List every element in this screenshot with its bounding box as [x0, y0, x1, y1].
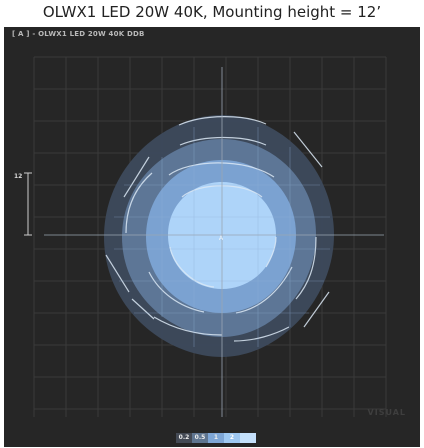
- panel-label: [ A ] - OLWX1 LED 20W 40K DDB: [12, 30, 145, 38]
- scale-label: 12: [14, 173, 23, 180]
- isolux-legend: 0.2 0.5 1 2: [176, 433, 256, 443]
- scale-bar: [24, 172, 32, 236]
- isolux-diagram-panel: A [ A ] - OLWX1 LED 20W 40K DDB 12 VISUA…: [4, 27, 420, 447]
- luminaire-marker: A: [219, 236, 223, 242]
- page-title: OLWX1 LED 20W 40K, Mounting height = 12’: [42, 3, 382, 21]
- legend-swatch: 0.2: [176, 433, 192, 443]
- legend-swatch: 2: [224, 433, 240, 443]
- isolux-diagram: A: [24, 56, 387, 417]
- legend-swatch: 1: [208, 433, 224, 443]
- isolux-contours: [104, 115, 334, 357]
- legend-swatch: [240, 433, 256, 443]
- legend-swatch: 0.5: [192, 433, 208, 443]
- watermark: VISUAL: [367, 408, 406, 417]
- center-axes: [44, 67, 384, 417]
